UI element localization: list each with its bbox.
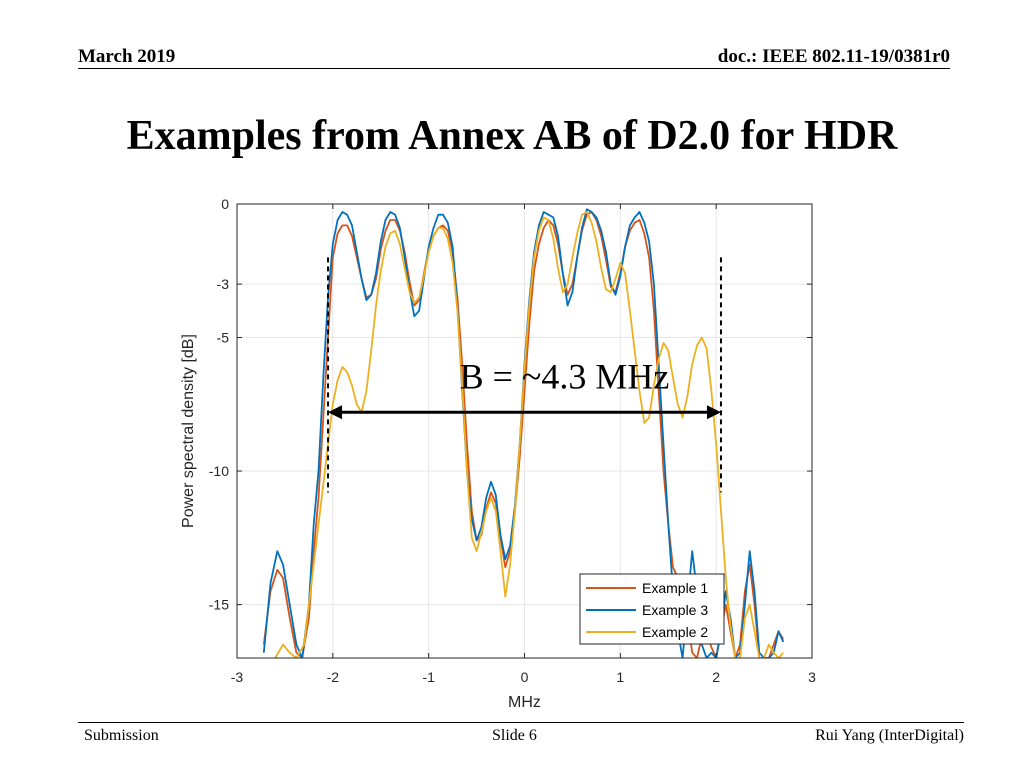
slide-title: Examples from Annex AB of D2.0 for HDR <box>126 113 898 159</box>
y-tick-label: -5 <box>217 330 230 346</box>
header-divider <box>78 68 950 69</box>
arrow-head-left <box>328 405 343 420</box>
y-tick-label: 0 <box>221 196 229 212</box>
legend-label-example-1: Example 1 <box>642 580 708 596</box>
x-tick-label: 0 <box>521 669 529 685</box>
x-tick-label: 1 <box>616 669 624 685</box>
x-tick-label: 3 <box>808 669 816 685</box>
legend-label-example-2: Example 2 <box>642 624 708 640</box>
header-date: March 2019 <box>78 46 176 67</box>
series-line-example-2 <box>274 211 784 658</box>
y-axis-label: Power spectral density [dB] <box>180 334 197 528</box>
header-document-id: doc.: IEEE 802.11-19/0381r0 <box>717 46 950 67</box>
x-tick-label: -2 <box>327 669 340 685</box>
footer-author: Rui Yang (InterDigital) <box>815 727 964 744</box>
bandwidth-label: B = ~4.3 MHz <box>460 356 670 396</box>
x-axis-label: MHz <box>508 694 541 711</box>
bandwidth-annotation: B = ~4.3 MHz <box>327 257 722 493</box>
y-tick-label: -3 <box>217 276 230 292</box>
y-tick-label: -10 <box>209 463 229 479</box>
arrow-head-right <box>706 405 721 420</box>
y-tick-label: -15 <box>209 597 229 613</box>
footer-submission: Submission <box>84 727 159 744</box>
x-tick-label: 2 <box>712 669 720 685</box>
x-tick-label: -1 <box>422 669 435 685</box>
legend-label-example-3: Example 3 <box>642 602 708 618</box>
x-tick-label: -3 <box>231 669 244 685</box>
axis-ticks: -3 -2 -1 0 1 2 30-3-5-10-15 <box>209 196 816 685</box>
footer-slide-number: Slide 6 <box>492 727 537 744</box>
footer-divider <box>78 722 964 723</box>
legend: Example 1 Example 3 Example 2 <box>579 573 725 645</box>
